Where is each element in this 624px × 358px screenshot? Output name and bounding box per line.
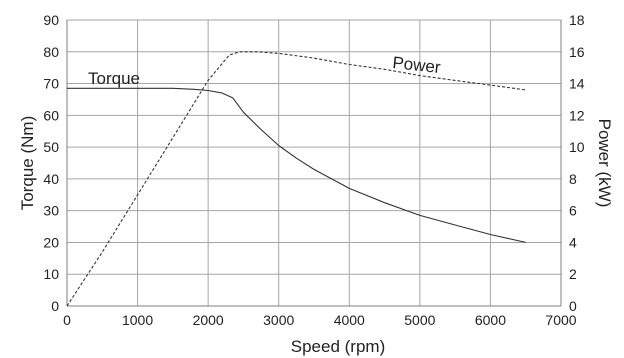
y-tick-label: 10 bbox=[43, 266, 59, 282]
x-tick-label: 3000 bbox=[263, 312, 294, 328]
power-line bbox=[66, 51, 526, 307]
y2-tick-label: 14 bbox=[569, 76, 585, 92]
x-tick-label: 1000 bbox=[122, 312, 153, 328]
y2-axis-title: Power (kW) bbox=[595, 119, 614, 208]
y2-tick-label: 8 bbox=[569, 171, 577, 187]
torque-line bbox=[67, 87, 526, 243]
power-series-label: Power bbox=[392, 53, 442, 77]
y2-tick-label: 18 bbox=[569, 12, 585, 28]
x-tick-label: 6000 bbox=[475, 312, 506, 328]
y2-tick-label: 6 bbox=[569, 203, 577, 219]
x-tick-label: 0 bbox=[63, 312, 71, 328]
y-tick-label: 70 bbox=[43, 76, 59, 92]
y2-tick-label: 0 bbox=[569, 298, 577, 314]
y2-tick-label: 10 bbox=[569, 139, 585, 155]
torque-series-label: Torque bbox=[88, 69, 140, 88]
series-group bbox=[66, 51, 526, 307]
x-tick-label: 7000 bbox=[545, 312, 576, 328]
y-tick-label: 60 bbox=[43, 107, 59, 123]
y2-tick-label: 12 bbox=[569, 107, 585, 123]
y-tick-label: 90 bbox=[43, 12, 59, 28]
y-tick-label: 0 bbox=[51, 298, 59, 314]
y-tick-label: 30 bbox=[43, 203, 59, 219]
x-axis-title: Speed (rpm) bbox=[291, 337, 385, 356]
y2-tick-label: 16 bbox=[569, 44, 585, 60]
x-tick-label: 5000 bbox=[404, 312, 435, 328]
x-tick-label: 2000 bbox=[193, 312, 224, 328]
y-tick-label: 80 bbox=[43, 44, 59, 60]
y2-tick-label: 2 bbox=[569, 266, 577, 282]
y-tick-label: 40 bbox=[43, 171, 59, 187]
y-tick-label: 20 bbox=[43, 234, 59, 250]
y2-tick-label: 4 bbox=[569, 234, 577, 250]
axes bbox=[66, 20, 562, 307]
tick-labels: 0 1000 2000 3000 4000 5000 6000 700001020304050… bbox=[43, 12, 584, 328]
x-tick-label: 4000 bbox=[334, 312, 365, 328]
y-axis-title: Torque (Nm) bbox=[18, 116, 37, 210]
grid bbox=[67, 19, 561, 306]
y-tick-label: 50 bbox=[43, 139, 59, 155]
